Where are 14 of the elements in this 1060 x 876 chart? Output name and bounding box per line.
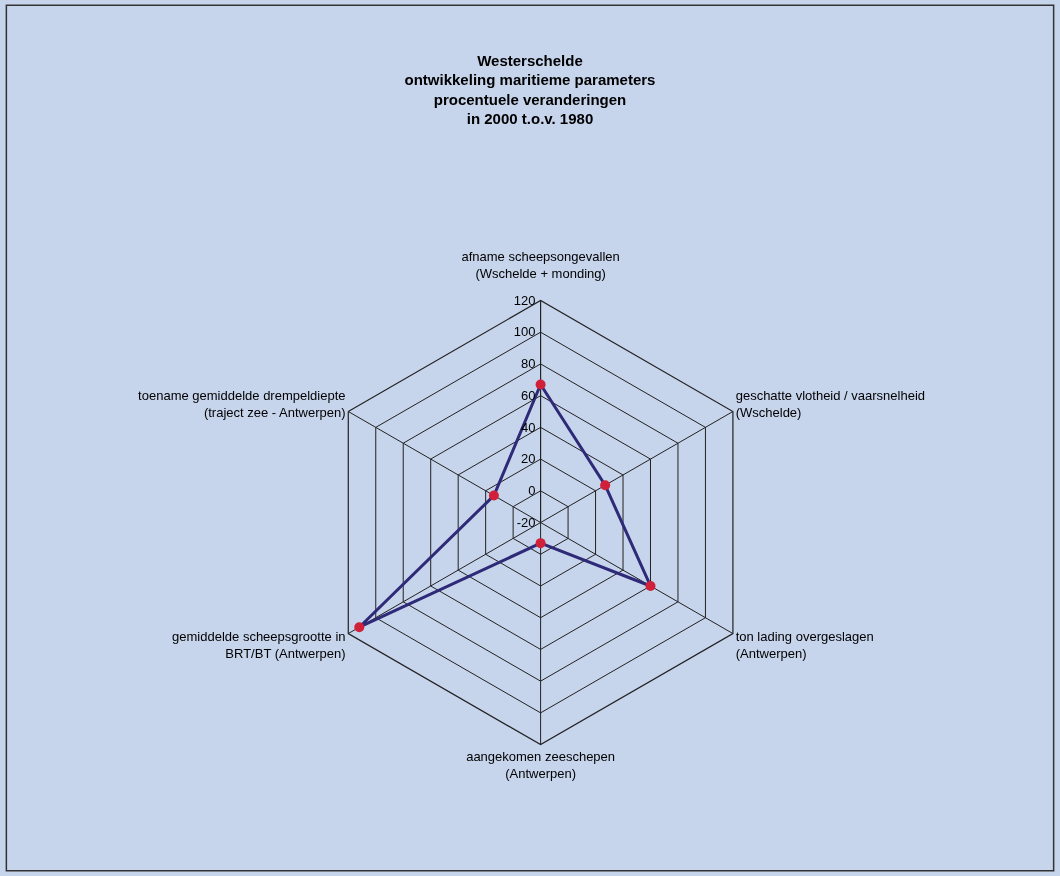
spoke-label: aangekomen zeeschepen (Antwerpen) <box>466 748 616 781</box>
spoke-label: toename gemiddelde drempeldiepte (traject zee - Antwerpen) <box>138 387 346 420</box>
chart-title: Westerschelde ontwikkeling maritieme parameters procentuele veranderingen in 2000 t.o.v. 1980 <box>404 51 656 128</box>
spoke-label: afname scheepsongevallen (Wschelde + monding) <box>461 248 620 281</box>
spoke-label: geschatte vlotheid / vaarsnelheid (Wschelde) <box>735 387 926 420</box>
spoke-label: gemiddelde scheepsgrootte in BRT/BT (Antwerpen) <box>172 629 346 662</box>
y-tick-label: -20 <box>516 514 536 530</box>
y-tick-label: 0 <box>528 483 536 499</box>
y-tick-label: 100 <box>513 324 536 340</box>
y-tick-label: 80 <box>521 356 536 372</box>
spoke-label: ton lading overgeslagen (Antwerpen) <box>735 629 874 662</box>
y-tick-label: 120 <box>513 292 536 308</box>
y-tick-label: 20 <box>521 451 536 467</box>
y-tick-label: 60 <box>521 387 536 403</box>
